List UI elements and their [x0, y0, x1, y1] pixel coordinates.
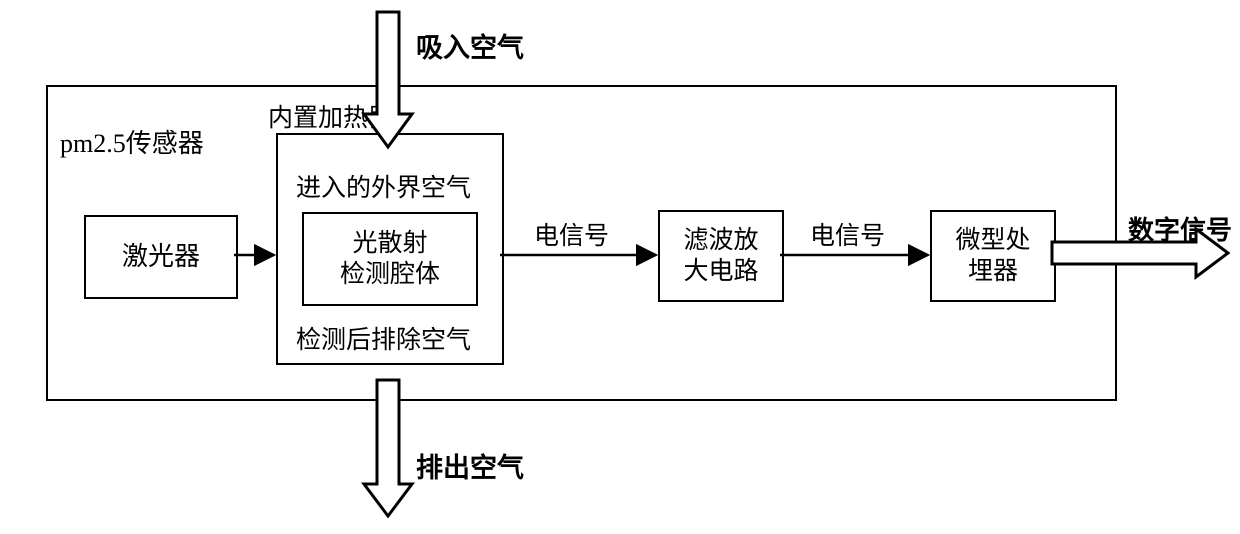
big-arrow-output — [0, 0, 1240, 534]
